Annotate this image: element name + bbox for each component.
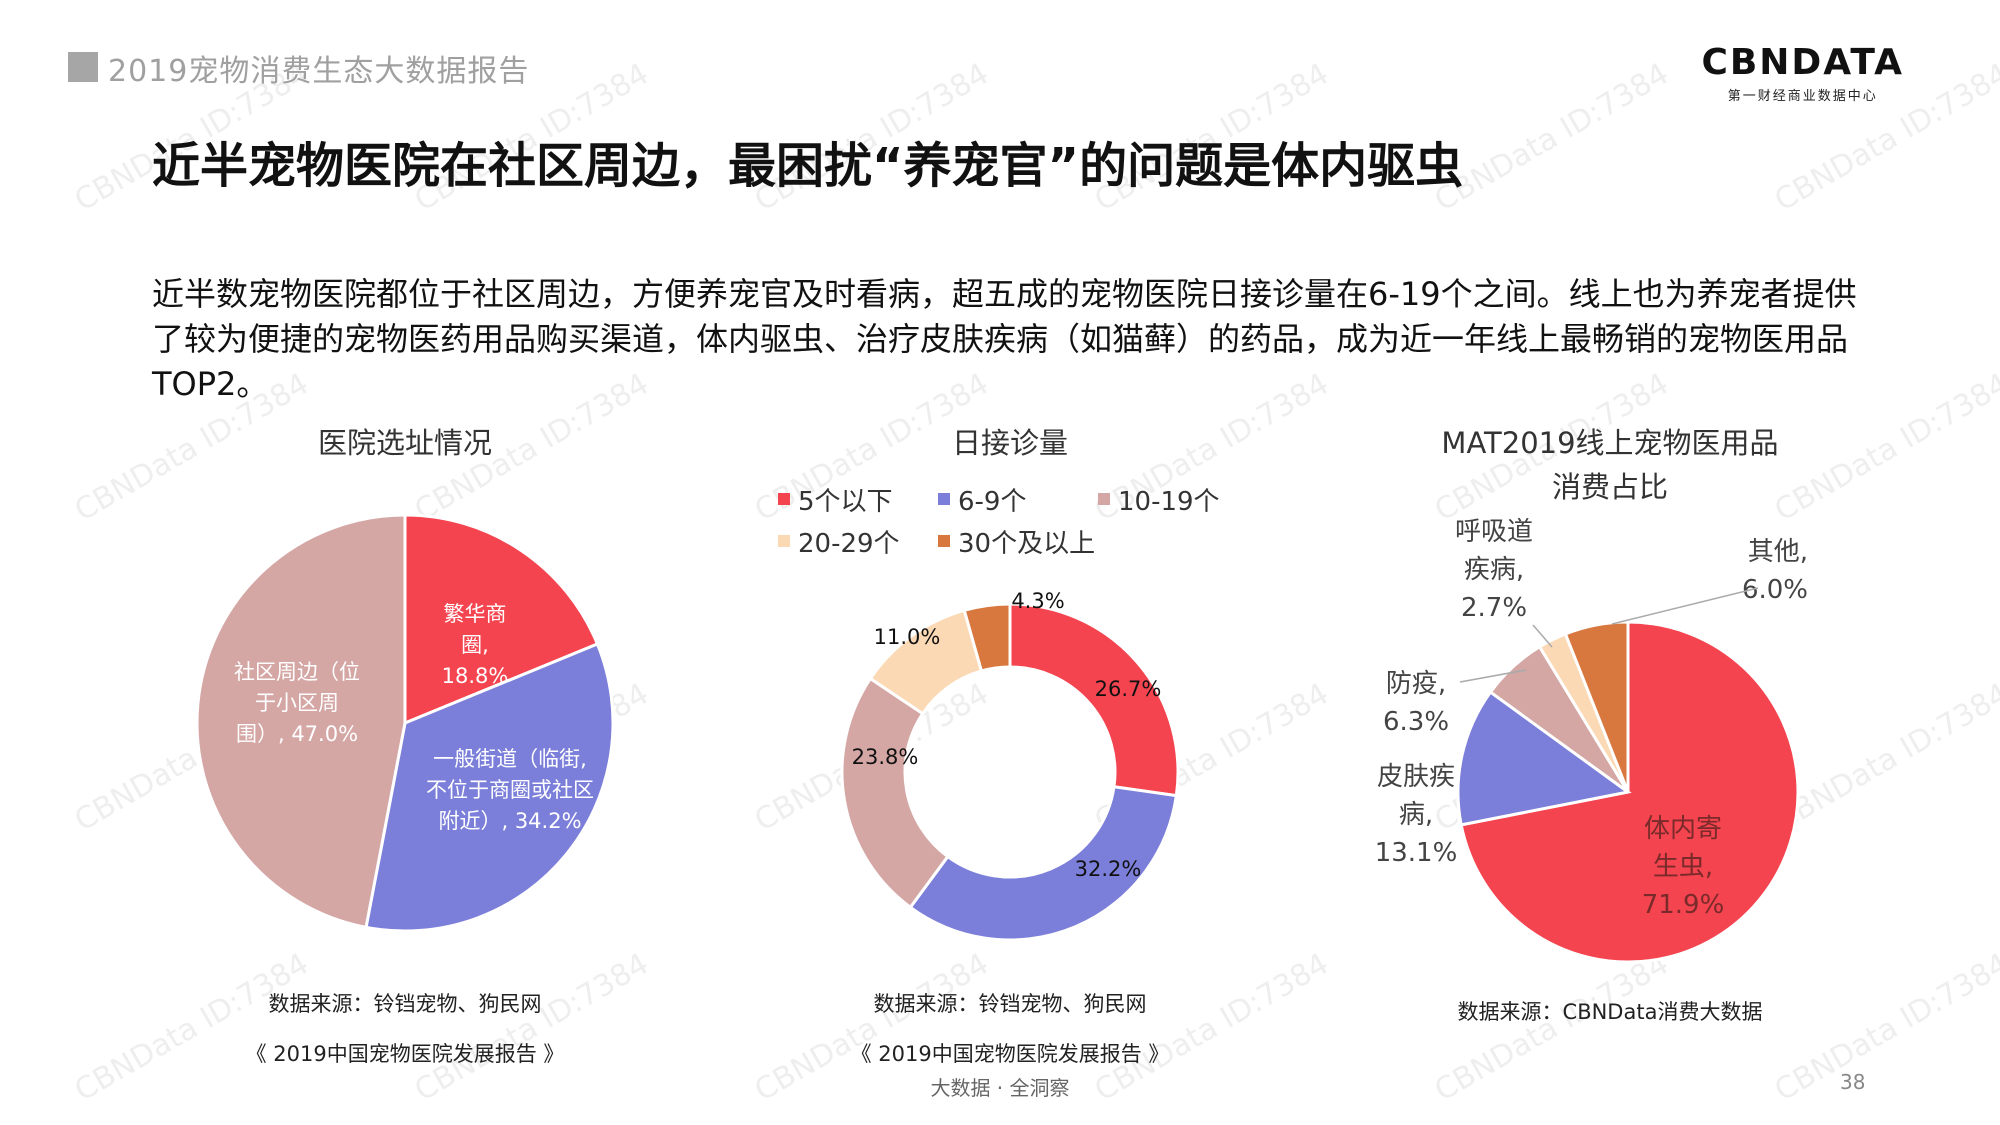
chart1-source-line1: 数据来源：铃铛宠物、狗民网 xyxy=(268,992,542,1016)
donut-segment xyxy=(840,676,950,910)
chart1-source-line2: 《 2019中国宠物医院发展报告 》 xyxy=(245,1042,565,1066)
segment-value-label: 32.2% xyxy=(1075,857,1142,881)
daily-visits-donut-chart: 26.7% 32.2% 23.8% 11.0% 4.3% xyxy=(840,589,1180,942)
legend-swatch xyxy=(938,493,950,505)
leader-line xyxy=(1459,669,1527,683)
report-title: 2019宠物消费生态大数据报告 xyxy=(108,54,530,89)
logo-main-text: CBNDATA xyxy=(1701,42,1904,83)
legend-swatch xyxy=(938,535,950,547)
segment-value-label: 23.8% xyxy=(852,745,919,769)
legend-label: 5个以下 xyxy=(798,486,893,517)
slice-label: 皮肤疾病, 13.1% xyxy=(1375,762,1458,868)
legend-label: 20-29个 xyxy=(798,528,900,559)
slice-label: 体内寄生虫, 71.9% xyxy=(1642,814,1725,920)
pie-slice xyxy=(1563,620,1630,793)
location-pie-chart: 繁华商圈, 18.8% 一般街道（临街,不位于商圈或社区附近）, 34.2% 社区周边… xyxy=(195,513,615,933)
chart2-source-line1: 数据来源：铃铛宠物、狗民网 xyxy=(873,992,1147,1016)
legend-label: 30个及以上 xyxy=(958,528,1096,559)
slice-label: 呼吸道疾病, 2.7% xyxy=(1455,517,1533,623)
segment-value-label: 26.7% xyxy=(1095,677,1162,701)
segment-value-label: 11.0% xyxy=(874,625,941,649)
segment-value-label: 4.3% xyxy=(1011,589,1064,613)
legend-label: 10-19个 xyxy=(1118,486,1220,517)
legend-swatch xyxy=(778,493,790,505)
pie-slice xyxy=(1456,689,1632,827)
legend-item: 6-9个 xyxy=(938,481,1098,518)
chart3-title: MAT2019线上宠物医用品 xyxy=(1441,426,1779,460)
legend-item: 30个及以上 xyxy=(938,523,1098,560)
leader-line xyxy=(1532,624,1553,648)
cbndata-logo: CBNDATA 第一财经商业数据中心 xyxy=(1701,42,1904,104)
legend-item: 20-29个 xyxy=(778,523,938,560)
slice-label: 防疫, 6.3% xyxy=(1383,669,1449,737)
online-medical-pie-chart: 体内寄生虫, 71.9% 皮肤疾病, 13.1% 防疫, 6.3%呼吸道疾病, 2.7% 其他… xyxy=(1375,517,1808,964)
donut-segment xyxy=(908,785,1179,942)
leader-line xyxy=(1611,587,1759,625)
page-number: 38 xyxy=(1840,1070,1866,1094)
chart3-title-line2: 消费占比 xyxy=(1551,470,1668,504)
header-square-icon xyxy=(68,52,98,82)
legend-item: 10-19个 xyxy=(1098,481,1258,518)
pie-slice xyxy=(195,513,407,930)
slice-label: 社区周边（位于小区周围）, 47.0% xyxy=(234,660,360,746)
donut-segment xyxy=(962,602,1012,673)
chart2-source-line2: 《 2019中国宠物医院发展报告 》 xyxy=(850,1042,1170,1066)
chart3-source: 数据来源：CBNData消费大数据 xyxy=(1457,1000,1763,1024)
chart2-title: 日接诊量 xyxy=(951,426,1068,460)
chart2-legend: 5个以下 6-9个 10-19个 20-29个 30个及以上 xyxy=(778,478,1258,562)
footer-tagline: 大数据 · 全洞察 xyxy=(930,1076,1070,1100)
legend-label: 6-9个 xyxy=(958,486,1027,517)
slice-label: 其他, 6.0% xyxy=(1742,537,1808,605)
logo-sub-text: 第一财经商业数据中心 xyxy=(1727,89,1878,104)
legend-item: 5个以下 xyxy=(778,481,938,518)
slice-label: 繁华商圈, 18.8% xyxy=(442,602,509,688)
legend-swatch xyxy=(778,535,790,547)
donut-segment xyxy=(1008,602,1180,798)
slice-label: 一般街道（临街,不位于商圈或社区附近）, 34.2% xyxy=(426,747,594,833)
pie-slice xyxy=(403,513,600,726)
chart1-title: 医院选址情况 xyxy=(317,426,492,460)
page-title: 近半宠物医院在社区周边，最困扰“养宠官”的问题是体内驱虫 xyxy=(152,138,1464,194)
watermark-text: CBNData ID:7384 xyxy=(1428,56,1675,219)
pie-slice xyxy=(364,642,615,933)
intro-paragraph: 近半数宠物医院都位于社区周边，方便养宠官及时看病，超五成的宠物医院日接诊量在6-… xyxy=(152,275,1857,403)
legend-swatch xyxy=(1098,493,1110,505)
